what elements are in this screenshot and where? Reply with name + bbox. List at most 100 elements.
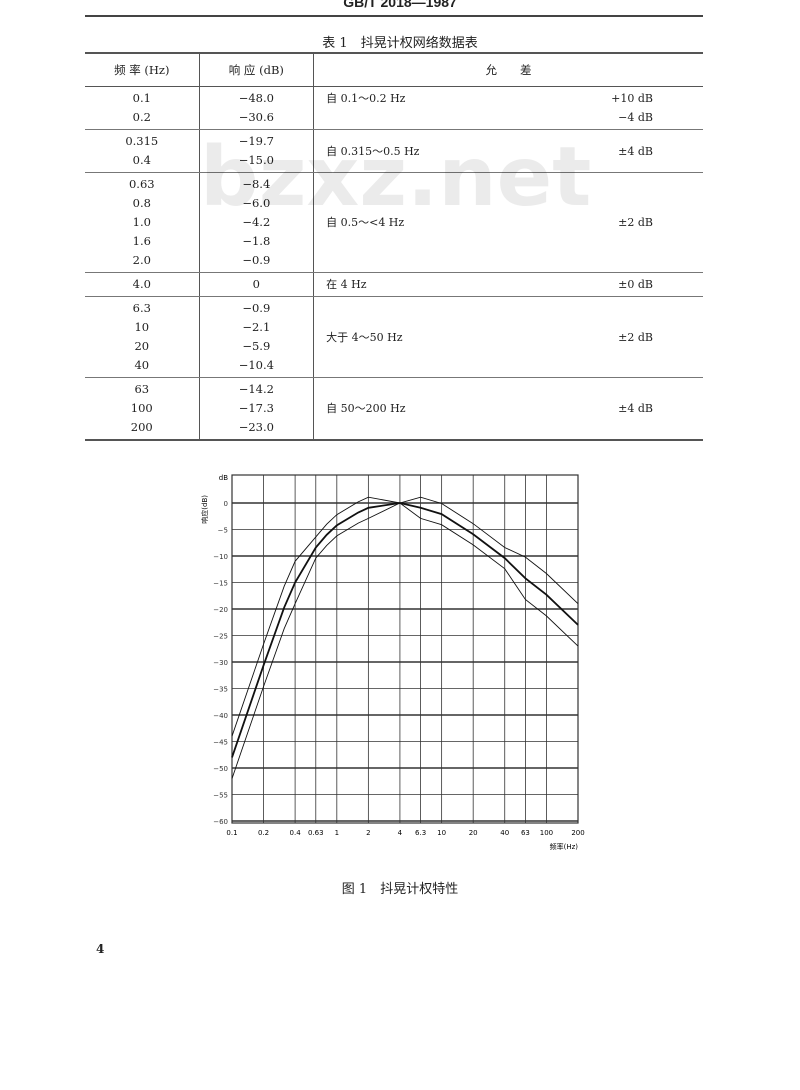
tolerance-range: 大于 4～50 Hz (326, 330, 403, 344)
tolerance-range: 自 0.1～0.2 Hz (326, 92, 406, 105)
frequency-value: 63 (134, 382, 150, 396)
x-axis-label: 频率(Hz) (550, 842, 579, 851)
y-tick-label: −5 (218, 527, 228, 535)
x-tick-label: 200 (571, 829, 584, 837)
tolerance-range: 在 4 Hz (326, 278, 367, 291)
y-tick-label: −15 (213, 580, 228, 588)
response-cell: −19.7 −15.0 (198, 129, 314, 173)
standard-header: GB/T 2018—1987 (343, 0, 457, 10)
header-rule (85, 15, 703, 17)
response-value: −15.0 (238, 153, 274, 167)
x-tick-label: 0.1 (226, 829, 237, 837)
frequency-value: 0.2 (132, 110, 151, 124)
weighting-curve (231, 502, 579, 758)
tolerance-value: ±4 dB (618, 402, 653, 415)
response-value: −14.2 (238, 382, 274, 396)
frequency-value: 0.4 (132, 153, 151, 167)
y-tick-label: −40 (213, 712, 228, 720)
x-tick-label: 0.2 (258, 829, 269, 837)
frequency-value: 1.0 (132, 215, 151, 229)
frequency-value: 20 (134, 339, 150, 353)
frequency-value: 4.0 (132, 277, 151, 291)
column-header: 频 率 (Hz) (85, 53, 200, 87)
y-tick-label: −55 (213, 792, 228, 800)
tolerance-value: −4 dB (618, 111, 653, 124)
y-tick-label: 0 (224, 500, 228, 508)
frequency-cell: 0.315 0.4 (85, 129, 200, 173)
y-tick-label: −45 (213, 739, 228, 747)
x-tick-label: 0.4 (290, 829, 302, 837)
response-value: −0.9 (242, 253, 271, 267)
frequency-value: 40 (134, 358, 150, 372)
response-value: −48.0 (238, 91, 274, 105)
tolerance-range: 自 0.315～0.5 Hz (326, 144, 420, 158)
lower-tolerance-curve (231, 502, 579, 779)
y-axis-label: 响应(dB) (200, 495, 209, 524)
y-tick-label: −30 (213, 659, 228, 667)
frequency-value: 200 (130, 420, 153, 434)
response-value: −17.3 (238, 401, 274, 415)
response-cell: −48.0 −30.6 (198, 86, 314, 130)
x-tick-label: 0.63 (308, 829, 324, 837)
frequency-value: 0.8 (132, 196, 151, 210)
tolerance-range: 自 0.5～<4 Hz (326, 216, 405, 229)
response-value: 0 (252, 277, 260, 291)
response-cell: −0.9 −2.1 −5.9 −10.4 (198, 296, 314, 378)
response-value: −5.9 (242, 339, 271, 353)
tolerance-value: ±0 dB (618, 278, 653, 291)
column-header: 允 差 (313, 53, 703, 87)
response-value: −30.6 (238, 110, 274, 124)
x-tick-label: 10 (437, 829, 446, 837)
frequency-value: 1.6 (132, 234, 151, 248)
x-tick-label: 20 (469, 829, 478, 837)
x-tick-label: 40 (500, 829, 509, 837)
response-value: −23.0 (238, 420, 274, 434)
table-row-group: 0.63 0.8 1.0 1.6 2.0 −8.4 −6.0 −4.2 −1.8 −0.9 自 0.… (85, 172, 703, 273)
upper-tolerance-curve (231, 496, 579, 737)
frequency-cell: 6.3 10 20 40 (85, 296, 200, 378)
plot-frame (231, 474, 579, 824)
tolerance-cell: 自 50～200 Hz ±4 dB (313, 377, 703, 441)
table-row-group: 6.3 10 20 40 −0.9 −2.1 −5.9 −10.4 大于 4～50 Hz ±2 d… (85, 296, 703, 378)
page-number: 4 (96, 942, 105, 956)
frequency-cell: 63 100 200 (85, 377, 200, 441)
response-value: −0.9 (242, 301, 271, 315)
y-tick-label: −25 (213, 633, 228, 641)
table-row-group: 63 100 200 −14.2 −17.3 −23.0 自 50～200 Hz ±4 dB (85, 377, 703, 441)
tolerance-cell: 自 0.1～0.2 Hz +10 dB −4 dB (313, 86, 703, 130)
tolerance-range: 自 50～200 Hz (326, 402, 406, 415)
y-tick-label: −20 (213, 606, 228, 614)
response-value: −1.8 (242, 234, 271, 248)
figure-caption: 图 1 抖晃计权特性 (341, 882, 459, 897)
x-tick-label: 1 (335, 829, 339, 837)
y-tick-label: −60 (213, 818, 228, 826)
response-cell: −8.4 −6.0 −4.2 −1.8 −0.9 (198, 172, 314, 273)
response-cell: 0 (198, 272, 314, 297)
x-tick-label: 100 (540, 829, 553, 837)
weighting-data-table: 频 率 (Hz) 响 应 (dB) 允 差 0.1 0.2 −48.0 −30.6 自 0.… (85, 52, 703, 441)
column-header: 响 应 (dB) (198, 53, 314, 87)
frequency-value: 0.315 (125, 134, 159, 148)
frequency-value: 0.1 (132, 91, 151, 105)
table-caption: 表 1 抖晃计权网络数据表 (322, 36, 478, 51)
x-tick-label: 6.3 (415, 829, 426, 837)
tolerance-cell: 大于 4～50 Hz ±2 dB (313, 296, 703, 378)
x-tick-label: 2 (366, 829, 370, 837)
response-value: −6.0 (242, 196, 271, 210)
tolerance-value: +10 dB (611, 92, 653, 105)
weighting-characteristic-figure: 0 −5 −10 −15 −20 −25 −30 −35 −40 −45 −50 −55 −60 dB 0.… (200, 474, 585, 851)
y-tick-label: −50 (213, 765, 228, 773)
frequency-cell: 4.0 (85, 272, 200, 297)
frequency-value: 2.0 (132, 253, 151, 267)
tolerance-value: ±2 dB (618, 330, 653, 344)
y-tick-label: −10 (213, 553, 228, 561)
frequency-value: 6.3 (132, 301, 151, 315)
x-tick-label: 4 (398, 829, 403, 837)
y-tick-label: −35 (213, 686, 228, 694)
y-unit-label: dB (219, 474, 228, 482)
frequency-cell: 0.63 0.8 1.0 1.6 2.0 (85, 172, 200, 273)
response-value: −8.4 (242, 177, 271, 191)
frequency-value: 10 (134, 320, 150, 334)
frequency-value: 0.63 (128, 177, 155, 191)
